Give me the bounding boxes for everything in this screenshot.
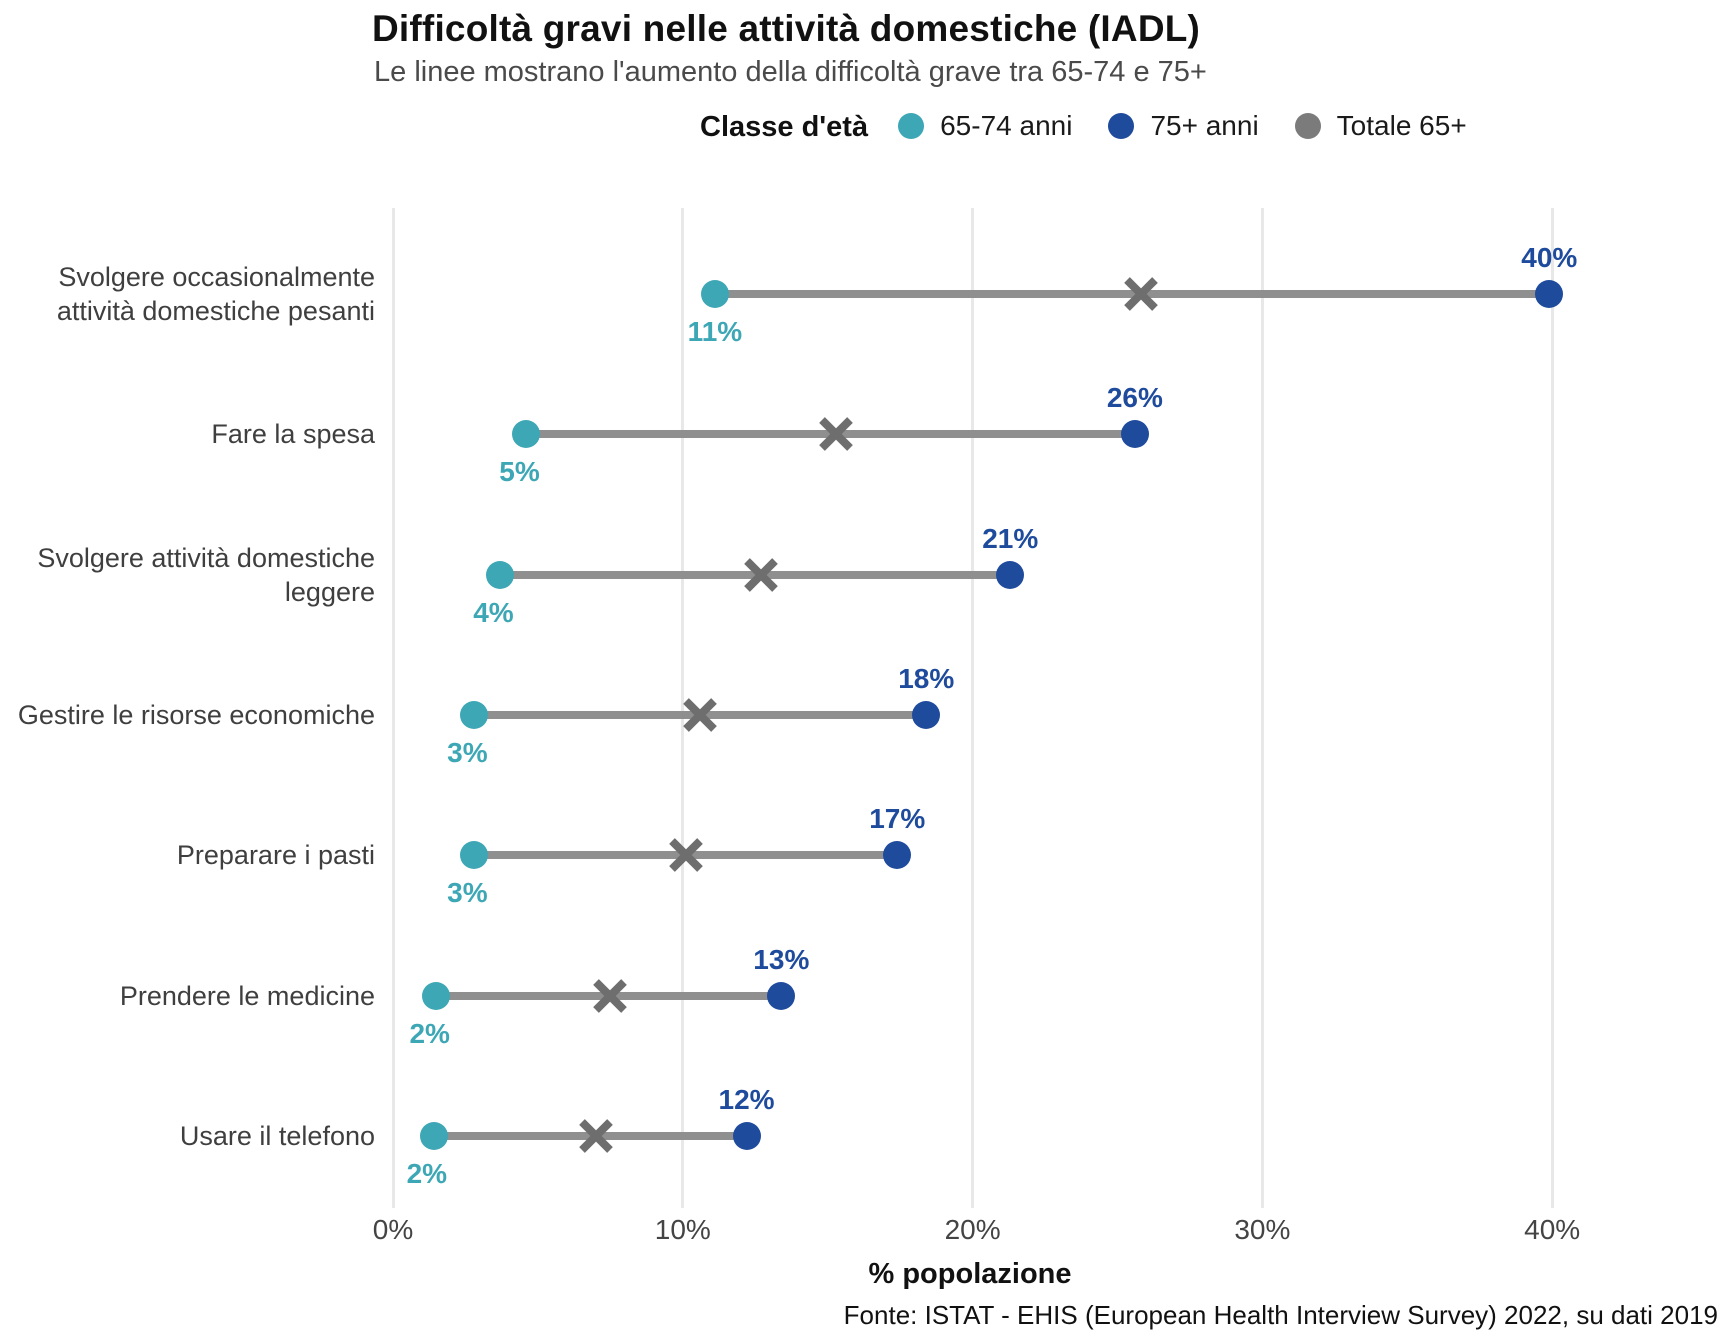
- value-label-65-74: 3%: [447, 736, 488, 768]
- totale-x-marker: [1123, 277, 1158, 311]
- category-label: Gestire le risorse economiche: [0, 698, 375, 732]
- value-label-65-74: 3%: [447, 877, 488, 909]
- dot-65-74: [422, 981, 451, 1010]
- value-label-75plus: 21%: [982, 522, 1039, 554]
- dot-75plus: [883, 841, 912, 870]
- x-axis-tick-label: 0%: [372, 1214, 414, 1245]
- legend-item-label: 65-74 anni: [940, 110, 1073, 141]
- x-axis-title: % popolazione: [868, 1258, 1072, 1290]
- legend-dot-icon: [1108, 113, 1135, 139]
- totale-x-marker: [819, 417, 854, 452]
- category-label-line: Svolgere attività domestiche: [37, 542, 375, 573]
- dot-75plus: [996, 560, 1025, 589]
- totale-x-marker: [668, 838, 703, 873]
- legend: Classe d'età 65-74 anni 75+ anni Totale 65…: [700, 110, 1503, 144]
- chart-subtitle: Le linee mostrano l'aumento della diffic…: [374, 56, 1207, 88]
- value-label-75plus: 26%: [1106, 382, 1163, 414]
- legend-dot-icon: [1294, 113, 1321, 139]
- category-label-line: Preparare i pasti: [176, 840, 375, 871]
- category-label: Prendere le medicine: [0, 979, 375, 1013]
- value-label-75plus: 13%: [753, 943, 810, 975]
- x-axis-tick-label: 40%: [1524, 1214, 1581, 1245]
- x-axis-tick-label: 30%: [1234, 1214, 1291, 1245]
- value-label-65-74: 5%: [499, 456, 540, 488]
- dot-65-74: [486, 560, 515, 589]
- gridline: [1550, 208, 1554, 1208]
- connector-line: [433, 1131, 747, 1140]
- value-label-65-74: 4%: [473, 596, 514, 628]
- dot-75plus: [912, 700, 941, 729]
- totale-x-marker: [744, 557, 778, 592]
- category-label: Svolgere attività domestiche leggere: [0, 541, 375, 609]
- totale-x-marker: [683, 698, 718, 732]
- legend-items: 65-74 anni 75+ anni Totale 65+: [898, 110, 1503, 144]
- gridline: [971, 208, 975, 1208]
- dot-75plus: [1535, 280, 1564, 308]
- category-label-line: Gestire le risorse economiche: [17, 699, 375, 730]
- connector-line: [500, 570, 1011, 579]
- dot-65-74: [460, 700, 489, 729]
- legend-item: 75+ anni: [1108, 110, 1259, 142]
- category-label-line: leggere: [284, 576, 375, 607]
- category-label-line: Usare il telefono: [179, 1120, 375, 1151]
- connector-line: [714, 290, 1550, 298]
- value-label-65-74: 2%: [406, 1157, 448, 1189]
- value-label-65-74: 11%: [687, 316, 743, 347]
- value-label-75plus: 12%: [718, 1083, 775, 1115]
- totale-x-marker: [593, 978, 628, 1013]
- dot-65-74: [419, 1121, 448, 1150]
- category-label: Svolgere occasionalmente attività domesti…: [0, 260, 375, 328]
- legend-dot-icon: [898, 113, 925, 139]
- category-label: Preparare i pasti: [0, 838, 375, 872]
- gridline: [391, 208, 395, 1208]
- totale-x-marker: [579, 1119, 613, 1153]
- dot-65-74: [700, 280, 729, 308]
- value-label-75plus: 17%: [869, 803, 926, 835]
- category-label-line: attività domestiche pesanti: [56, 296, 375, 326]
- dot-75plus: [732, 1121, 761, 1150]
- dot-65-74: [460, 841, 489, 870]
- legend-item-label: Totale 65+: [1336, 110, 1467, 141]
- legend-item: 65-74 anni: [898, 110, 1072, 142]
- gridline: [1260, 208, 1264, 1208]
- x-axis-tick-label: 20%: [944, 1214, 1001, 1245]
- dot-75plus: [1120, 420, 1149, 449]
- legend-item-label: 75+ anni: [1150, 110, 1259, 141]
- category-label: Fare la spesa: [0, 417, 375, 451]
- dot-65-74: [512, 420, 541, 449]
- category-label-line: Fare la spesa: [211, 419, 375, 450]
- dot-75plus: [767, 981, 796, 1010]
- value-label-75plus: 40%: [1521, 242, 1578, 273]
- value-label-75plus: 18%: [898, 662, 955, 694]
- category-label: Usare il telefono: [0, 1119, 375, 1153]
- category-label-line: Svolgere occasionalmente: [58, 262, 375, 292]
- x-axis-tick-label: 10%: [654, 1214, 711, 1245]
- legend-item: Totale 65+: [1294, 110, 1467, 142]
- chart-title: Difficoltà gravi nelle attività domestic…: [372, 8, 1201, 49]
- gridline: [681, 208, 685, 1208]
- source-note: Fonte: ISTAT - EHIS (European Health Int…: [843, 1300, 1718, 1330]
- category-label-line: Prendere le medicine: [119, 980, 375, 1011]
- legend-title: Classe d'età: [700, 110, 869, 143]
- value-label-65-74: 2%: [409, 1017, 450, 1049]
- connector-line: [526, 430, 1135, 439]
